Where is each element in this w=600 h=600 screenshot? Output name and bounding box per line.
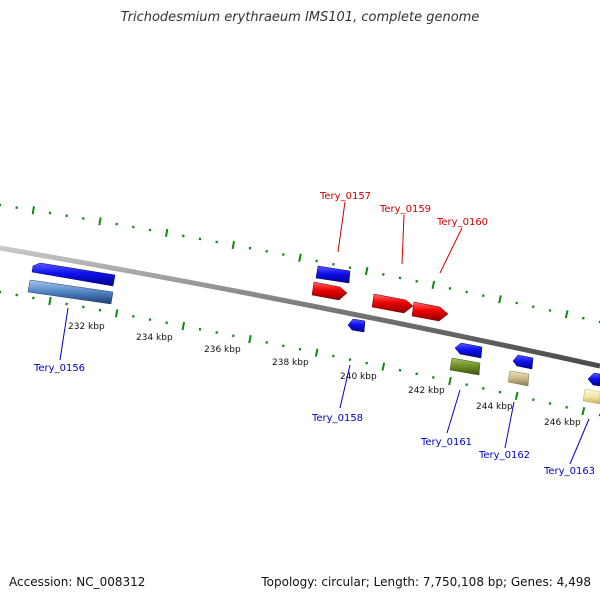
gene-label-tery-0163[interactable]: Tery_0163 bbox=[543, 466, 595, 477]
outer-track-major-tick bbox=[298, 253, 302, 262]
outer-track-major-tick bbox=[498, 295, 502, 304]
gene-label-tery-0160[interactable]: Tery_0160 bbox=[436, 217, 488, 228]
kbp-label-242: 242 kbp bbox=[408, 386, 445, 396]
inner-track-minor-tick bbox=[565, 405, 569, 409]
gene-label-tery-0162[interactable]: Tery_0162 bbox=[478, 450, 530, 461]
inner-track-minor-tick bbox=[548, 402, 552, 405]
kbp-label-238: 238 kbp bbox=[272, 358, 309, 368]
inner-tick-track bbox=[0, 290, 600, 417]
outer-track-minor-tick bbox=[448, 287, 452, 290]
inner-track-minor-tick bbox=[415, 372, 418, 376]
leader-line-tery-0160 bbox=[439, 227, 463, 274]
outer-track-minor-tick bbox=[548, 309, 552, 312]
leader-line-tery-0163 bbox=[569, 418, 590, 465]
outer-track-major-tick bbox=[564, 310, 569, 319]
gene-tery-0161-arrow[interactable] bbox=[454, 342, 483, 359]
inner-track-minor-tick bbox=[432, 376, 435, 379]
gene-tery-0162-cds-bar[interactable] bbox=[507, 370, 530, 387]
gene-label-tery-0157[interactable]: Tery_0157 bbox=[319, 191, 371, 202]
inner-track-major-tick bbox=[48, 296, 52, 306]
inner-track-major-tick bbox=[581, 407, 586, 416]
kbp-label-232: 232 kbp bbox=[68, 322, 105, 332]
gene-label-tery-0158[interactable]: Tery_0158 bbox=[311, 413, 363, 424]
gene-tery-0159-arrow[interactable] bbox=[371, 293, 414, 314]
genome-summary-text: Topology: circular; Length: 7,750,108 bp… bbox=[260, 575, 591, 589]
gene-tery-0163-arrow[interactable] bbox=[587, 372, 600, 387]
gene-tery-0156-cds-bar[interactable] bbox=[27, 279, 114, 305]
outer-tick-track bbox=[0, 203, 600, 324]
inner-track-minor-tick bbox=[398, 368, 402, 372]
outer-track-major-tick bbox=[164, 228, 169, 237]
leader-line-tery-0156 bbox=[59, 307, 69, 361]
outer-track-minor-tick bbox=[581, 316, 585, 320]
gene-tery-0158-arrow[interactable] bbox=[347, 318, 366, 333]
kbp-label-246: 246 kbp bbox=[544, 418, 581, 428]
inner-track-minor-tick bbox=[465, 383, 468, 387]
inner-track-major-tick bbox=[114, 309, 119, 318]
gene-tery-0160-arrow[interactable] bbox=[411, 301, 449, 322]
kbp-label-234: 234 kbp bbox=[136, 333, 173, 343]
gene-label-tery-0161[interactable]: Tery_0161 bbox=[420, 437, 472, 448]
leader-line-tery-0162 bbox=[504, 401, 515, 449]
kbp-label-236: 236 kbp bbox=[204, 345, 241, 355]
map-title: Trichodesmium erythraeum IMS101, complet… bbox=[121, 10, 480, 25]
kbp-label-244: 244 kbp bbox=[476, 402, 513, 412]
inner-track-minor-tick bbox=[498, 390, 502, 394]
outer-track-minor-tick bbox=[482, 294, 485, 298]
leader-line-tery-0161 bbox=[446, 389, 461, 434]
outer-track-major-tick bbox=[231, 240, 236, 250]
leader-line-tery-0157 bbox=[337, 201, 346, 253]
gene-label-tery-0159[interactable]: Tery_0159 bbox=[379, 204, 431, 215]
inner-track-minor-tick bbox=[531, 398, 535, 402]
inner-track-major-tick bbox=[181, 321, 186, 331]
gene-tery-0157-block[interactable] bbox=[315, 265, 351, 284]
leader-line-tery-0158 bbox=[339, 364, 351, 409]
inner-track-major-tick bbox=[314, 348, 319, 357]
gene-tery-0163-cds-bar[interactable] bbox=[582, 388, 600, 405]
kbp-label-240: 240 kbp bbox=[340, 372, 377, 382]
inner-track-major-tick bbox=[381, 362, 386, 371]
outer-track-major-tick bbox=[364, 266, 369, 276]
gene-tery-0161-cds-bar[interactable] bbox=[449, 357, 481, 376]
outer-track-major-tick bbox=[31, 206, 35, 215]
outer-track-minor-tick bbox=[531, 305, 535, 309]
inner-track-major-tick bbox=[448, 376, 452, 386]
inner-track-major-tick bbox=[514, 391, 519, 401]
outer-track-major-tick bbox=[431, 280, 436, 290]
inner-track-major-tick bbox=[248, 334, 252, 344]
gene-tery-0156-arrow[interactable] bbox=[31, 262, 116, 287]
outer-track-major-tick bbox=[98, 217, 102, 226]
genome-backbone bbox=[0, 245, 600, 369]
inner-track-minor-tick bbox=[481, 387, 485, 390]
gene-tery-0157-arrow[interactable] bbox=[311, 281, 348, 301]
outer-track-minor-tick bbox=[465, 290, 468, 294]
outer-track-minor-tick bbox=[515, 301, 519, 305]
gene-tery-0162-arrow[interactable] bbox=[512, 354, 534, 370]
accession-text: Accession: NC_008312 bbox=[9, 575, 145, 589]
gene-label-tery-0156[interactable]: Tery_0156 bbox=[33, 363, 85, 374]
leader-line-tery-0159 bbox=[401, 214, 405, 265]
